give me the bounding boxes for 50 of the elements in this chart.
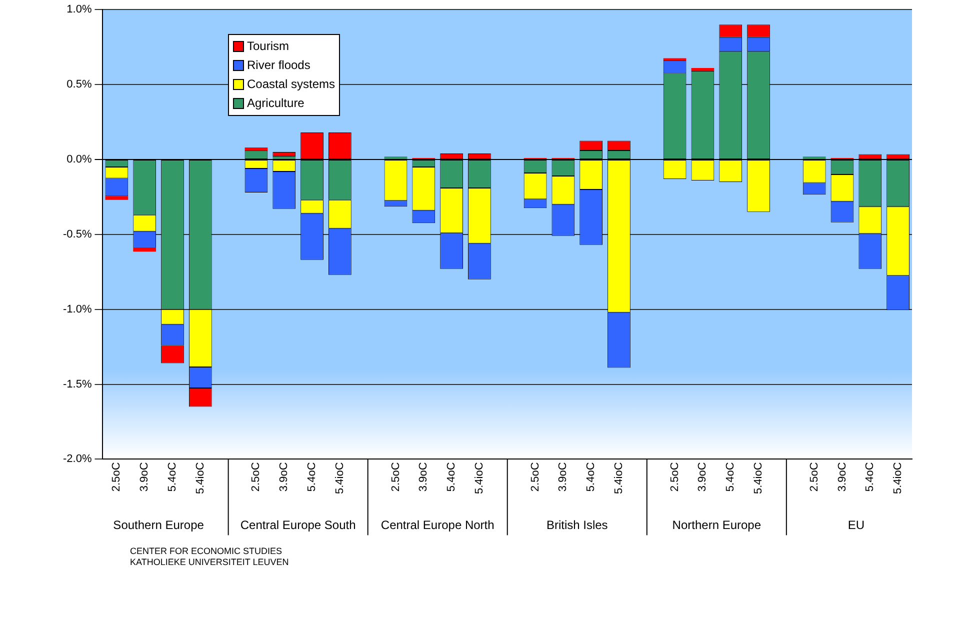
bar <box>133 248 156 252</box>
x-tick-label: 2.5oC <box>250 462 262 492</box>
text: Central Europe North <box>380 518 494 532</box>
x-tick-label: 3.9oC <box>418 462 430 492</box>
x-tick-label: 5.4oC <box>864 462 876 492</box>
y-tick-label: 0.5% <box>66 78 92 91</box>
text: EU <box>848 518 865 532</box>
x-tick-label: 5.4ioC <box>892 462 904 494</box>
text: Southern Europe <box>113 518 204 532</box>
bar <box>691 68 714 72</box>
text: CENTER FOR ECONOMIC STUDIES <box>130 546 282 556</box>
x-tick-label: 2.5oC <box>808 462 820 492</box>
legend-label: Tourism <box>247 38 290 55</box>
bar <box>802 156 826 159</box>
x-tick-label: 5.4oC <box>585 462 598 492</box>
x-tick-label: 2.5oC <box>110 462 123 492</box>
y-tick-label: -1.0% <box>62 303 92 316</box>
x-tick-label: 2.5oC <box>668 462 681 492</box>
x-tick-label: 5.4oC <box>446 462 458 492</box>
x-tick-label: 5.4ioC <box>473 462 486 494</box>
bar <box>384 156 408 159</box>
y-tick-label: 1.0% <box>66 4 92 16</box>
bar <box>272 156 296 159</box>
x-tick-label: 2.5oC <box>390 462 402 492</box>
x-tick-label: 5.4ioC <box>194 462 206 494</box>
x-tick-label: 5.4oC <box>306 462 318 492</box>
bar <box>105 196 128 200</box>
legend-label: River floods <box>247 57 310 74</box>
x-tick-label: 5.4oC <box>166 462 179 492</box>
y-tick-label: -0.5% <box>62 228 92 240</box>
y-tick-label: -1.5% <box>62 378 92 390</box>
text: Northern Europe <box>672 518 762 532</box>
y-tick-label: -2.0% <box>62 453 92 466</box>
legend-label: Agriculture <box>247 95 304 112</box>
x-tick-label: 5.4oC <box>724 462 737 492</box>
x-tick-label: 3.9oC <box>138 462 151 492</box>
x-tick-label: 3.9oC <box>696 462 709 492</box>
legend-label: Coastal systems <box>247 76 336 93</box>
x-tick-label: 3.9oC <box>278 462 290 492</box>
text: KATHOLIEKE UNIVERSITEIT LEUVEN <box>130 557 289 568</box>
x-tick-label: 3.9oC <box>557 462 570 492</box>
text: British Isles <box>546 518 608 532</box>
bar <box>244 147 268 150</box>
x-tick-label: 5.4ioC <box>752 462 765 494</box>
x-tick-label: 2.5oC <box>529 462 542 492</box>
x-tick-label: 3.9oC <box>836 462 848 492</box>
y-tick-label: 0.0% <box>66 154 92 166</box>
x-tick-label: 5.4ioC <box>334 462 346 494</box>
text: Central Europe South <box>240 518 356 532</box>
x-tick-label: 5.4ioC <box>613 462 626 494</box>
